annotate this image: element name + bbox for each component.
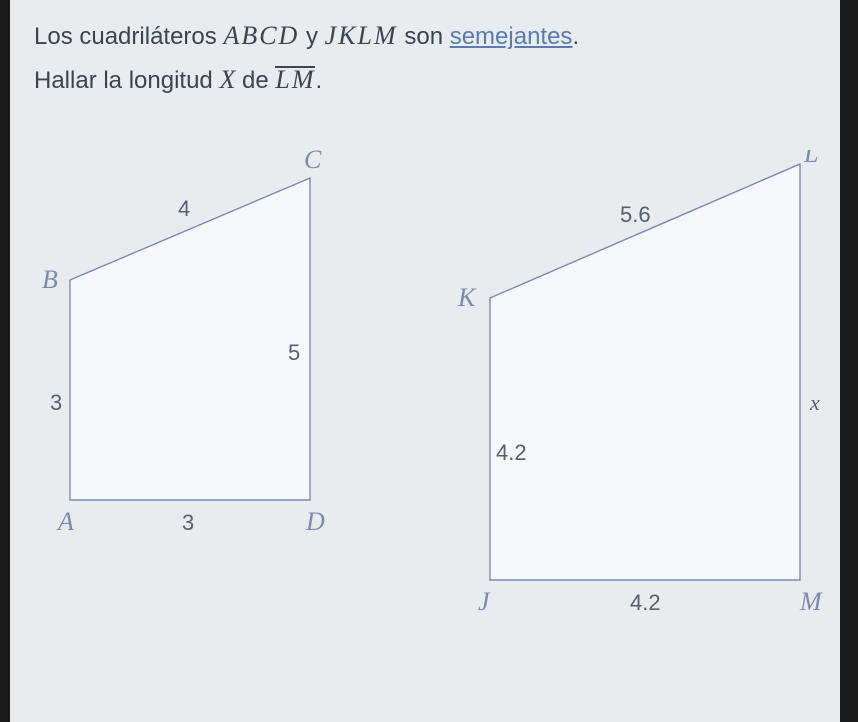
vertex-l: L <box>803 150 818 168</box>
q-segment: LM <box>275 65 315 94</box>
similar-link[interactable]: semejantes <box>450 23 573 50</box>
edge-jk: 4.2 <box>496 440 527 465</box>
edge-bc: 4 <box>178 196 190 221</box>
q-pre1: Los cuadriláteros <box>34 23 223 50</box>
vertex-c: C <box>304 150 322 174</box>
quad-abcd <box>70 178 310 500</box>
q-post1: son <box>398 23 450 50</box>
edge-jm: 4.2 <box>630 590 661 615</box>
q-segment-overline: LM <box>275 66 315 93</box>
edge-lm: x <box>809 390 820 415</box>
edge-kl: 5.6 <box>620 202 651 227</box>
edge-ab: 3 <box>50 390 62 415</box>
q-mid: y <box>299 23 324 50</box>
vertex-k: K <box>457 283 477 312</box>
edge-ad: 3 <box>182 510 194 535</box>
vertex-d: D <box>305 507 325 536</box>
q-period2: . <box>315 67 322 94</box>
vertex-b: B <box>42 265 58 294</box>
problem-panel: Los cuadriláteros ABCD y JKLM son semeja… <box>10 0 840 722</box>
q-of: de <box>235 67 275 94</box>
q-period: . <box>572 23 579 50</box>
edge-cd: 5 <box>288 340 300 365</box>
q-shape1: ABCD <box>223 21 299 50</box>
quads-svg: B C D A 4 5 3 3 K L M J 5.6 x 4.2 4.2 <box>10 150 850 650</box>
vertex-a: A <box>56 507 74 536</box>
q-shape2: JKLM <box>325 21 398 50</box>
question-text: Los cuadriláteros ABCD y JKLM son semeja… <box>34 14 816 102</box>
q-pre2: Hallar la longitud <box>34 67 219 94</box>
vertex-m: M <box>799 587 823 616</box>
figures-area: B C D A 4 5 3 3 K L M J 5.6 x 4.2 4.2 <box>10 150 840 710</box>
q-var: X <box>219 65 235 94</box>
vertex-j: J <box>478 587 491 616</box>
